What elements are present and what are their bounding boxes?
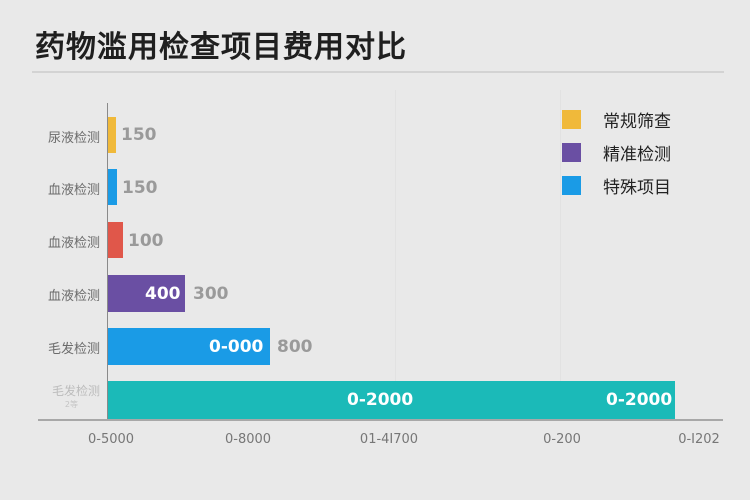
legend-label: 精准检测 (603, 145, 671, 165)
bar-urine-routine (107, 117, 116, 153)
bar-value-label: 150 (121, 125, 157, 145)
category-label: 血液检测 (47, 289, 100, 304)
bar-value-label: 800 (277, 337, 313, 357)
bar-inner-label: 0-2000 (347, 390, 414, 410)
bar-value-label: 100 (128, 231, 164, 251)
bar-hair-special (107, 381, 675, 419)
legend-swatch (562, 143, 581, 162)
x-tick: 0-200 (543, 432, 581, 447)
category-label: 毛发检测 (47, 342, 100, 357)
category-label: 血液检测 (47, 236, 100, 251)
bar-blood-2 (107, 222, 123, 258)
x-tick: 0-5000 (87, 432, 135, 447)
legend-label: 常规筛查 (603, 112, 671, 132)
x-tick: 0-8000 (224, 432, 272, 447)
bar-blood-1 (107, 169, 117, 205)
legend-item-precise[interactable]: 精准检测 (562, 136, 671, 169)
category-sub-label: 2等 (64, 400, 78, 409)
legend-swatch (562, 176, 581, 195)
category-label-faded: 毛发检测 2等 (30, 384, 100, 412)
legend-item-special[interactable]: 特殊项目 (562, 169, 671, 202)
x-axis (38, 419, 723, 421)
legend: 常规筛查 精准检测 特殊项目 (562, 103, 671, 202)
x-tick: 01-4I700 (359, 432, 419, 447)
legend-item-routine[interactable]: 常规筛查 (562, 103, 671, 136)
legend-label: 特殊项目 (603, 178, 671, 198)
category-label: 尿液检测 (47, 131, 100, 146)
grid-line (395, 90, 396, 420)
category-label-text: 毛发检测 (51, 384, 100, 398)
bar-hair-1 (107, 328, 270, 365)
category-label: 血液检测 (47, 183, 100, 198)
bar-blood-precise (107, 275, 185, 312)
bar-value-label: 300 (193, 284, 229, 304)
bar-inner-label: 400 (145, 284, 181, 304)
chart-title: 药物滥用检查项目费用对比 (35, 30, 407, 65)
legend-swatch (562, 110, 581, 129)
bar-value-label: 150 (122, 178, 158, 198)
y-axis (107, 103, 108, 421)
bar-inner-label: 0-2000 (606, 390, 673, 410)
x-tick: 0-I202 (678, 432, 720, 447)
title-divider (32, 71, 724, 73)
bar-inner-label: 0-000 (209, 337, 264, 357)
grid-line (560, 90, 561, 420)
